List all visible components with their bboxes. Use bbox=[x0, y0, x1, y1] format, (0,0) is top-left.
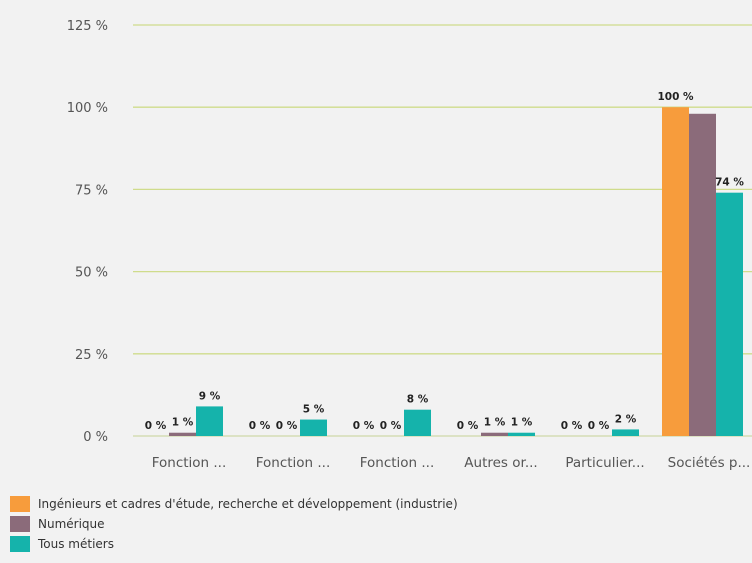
data-label: 1 % bbox=[511, 417, 533, 429]
legend-item[interactable]: Tous métiers bbox=[10, 534, 458, 554]
data-label: 0 % bbox=[561, 420, 583, 432]
x-tick-label: Fonction ... bbox=[256, 455, 331, 471]
bar bbox=[662, 107, 689, 436]
data-label: 1 % bbox=[172, 417, 194, 429]
data-label: 100 % bbox=[657, 91, 694, 103]
data-label: 0 % bbox=[380, 420, 402, 432]
y-tick-label: 25 % bbox=[75, 348, 108, 363]
data-label: 0 % bbox=[145, 420, 167, 432]
x-tick-label: Autres or... bbox=[464, 455, 537, 471]
legend-item[interactable]: Numérique bbox=[10, 514, 458, 534]
legend-swatch bbox=[10, 496, 30, 512]
data-label: 74 % bbox=[715, 177, 744, 189]
data-label: 0 % bbox=[249, 420, 271, 432]
y-tick-label: 100 % bbox=[67, 101, 108, 116]
y-tick-label: 75 % bbox=[75, 183, 108, 198]
bar-chart: 0 % 25 % 50 % 75 % 100 % 125 % Fonction ... 0 %… bbox=[67, 19, 752, 471]
bar bbox=[612, 429, 639, 436]
data-label: 0 % bbox=[353, 420, 375, 432]
legend-label: Tous métiers bbox=[38, 537, 114, 551]
bar bbox=[481, 432, 508, 436]
legend-item[interactable]: Ingénieurs et cadres d'étude, recherche … bbox=[10, 494, 458, 514]
y-tick-label: 50 % bbox=[75, 266, 108, 281]
data-label: 0 % bbox=[457, 420, 479, 432]
legend-label: Ingénieurs et cadres d'étude, recherche … bbox=[38, 497, 458, 511]
bar bbox=[196, 406, 223, 436]
bar bbox=[300, 419, 327, 436]
legend-swatch bbox=[10, 516, 30, 532]
data-label: 0 % bbox=[276, 420, 298, 432]
data-label: 1 % bbox=[484, 417, 506, 429]
bar bbox=[169, 432, 196, 436]
chart-legend: Ingénieurs et cadres d'étude, recherche … bbox=[10, 494, 458, 554]
x-tick-label: Particulier... bbox=[565, 455, 644, 471]
x-tick-label: Sociétés p... bbox=[668, 455, 751, 471]
data-label: 5 % bbox=[303, 404, 325, 416]
bar bbox=[404, 409, 431, 436]
data-label: 2 % bbox=[615, 413, 637, 425]
data-label: 8 % bbox=[407, 394, 429, 406]
data-label: 0 % bbox=[588, 420, 610, 432]
data-label: 9 % bbox=[199, 390, 221, 402]
bar bbox=[689, 113, 716, 436]
legend-label: Numérique bbox=[38, 517, 105, 531]
x-tick-label: Fonction ... bbox=[360, 455, 435, 471]
bar bbox=[716, 192, 743, 436]
legend-swatch bbox=[10, 536, 30, 552]
bar bbox=[508, 432, 535, 436]
y-tick-label: 0 % bbox=[83, 430, 108, 445]
x-tick-label: Fonction ... bbox=[152, 455, 227, 471]
y-tick-label: 125 % bbox=[67, 19, 108, 34]
